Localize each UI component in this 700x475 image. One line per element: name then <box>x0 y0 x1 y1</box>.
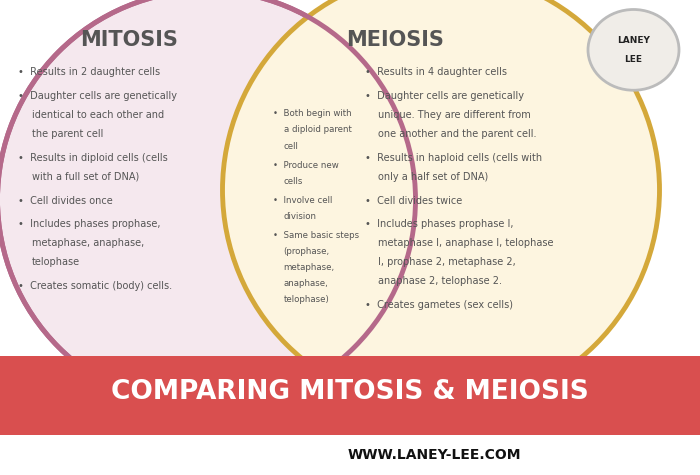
Text: •  Includes phases prophase,: • Includes phases prophase, <box>18 219 160 229</box>
Text: •  Same basic steps: • Same basic steps <box>273 231 359 240</box>
Text: MEIOSIS: MEIOSIS <box>346 30 444 50</box>
Ellipse shape <box>588 10 679 90</box>
Text: •  Cell divides twice: • Cell divides twice <box>365 196 463 206</box>
Text: COMPARING MITOSIS & MEIOSIS: COMPARING MITOSIS & MEIOSIS <box>111 379 589 405</box>
Text: •  Daughter cells are genetically: • Daughter cells are genetically <box>18 91 176 101</box>
Text: •  Produce new: • Produce new <box>273 161 339 170</box>
Text: anaphase,: anaphase, <box>284 279 328 288</box>
Text: with a full set of DNA): with a full set of DNA) <box>32 172 139 182</box>
Text: only a half set of DNA): only a half set of DNA) <box>378 172 489 182</box>
Text: •  Results in 4 daughter cells: • Results in 4 daughter cells <box>365 67 508 77</box>
Text: •  Results in 2 daughter cells: • Results in 2 daughter cells <box>18 67 160 77</box>
Text: cell: cell <box>284 142 298 151</box>
Text: WWW.LANEY-LEE.COM: WWW.LANEY-LEE.COM <box>347 448 521 462</box>
Text: metaphase, anaphase,: metaphase, anaphase, <box>32 238 144 248</box>
Text: cells: cells <box>284 177 303 186</box>
Text: I, prophase 2, metaphase 2,: I, prophase 2, metaphase 2, <box>378 257 516 267</box>
Text: •  Results in diploid cells (cells: • Results in diploid cells (cells <box>18 153 167 163</box>
Text: •  Both begin with: • Both begin with <box>273 109 351 118</box>
Text: identical to each other and: identical to each other and <box>32 110 164 120</box>
Text: metaphase,: metaphase, <box>284 263 335 272</box>
Text: unique. They are different from: unique. They are different from <box>378 110 531 120</box>
Text: •  Creates gametes (sex cells): • Creates gametes (sex cells) <box>365 300 513 310</box>
Ellipse shape <box>0 0 416 408</box>
Text: anaphase 2, telophase 2.: anaphase 2, telophase 2. <box>378 276 502 286</box>
Text: the parent cell: the parent cell <box>32 129 103 139</box>
Text: •  Cell divides once: • Cell divides once <box>18 196 112 206</box>
Text: telophase: telophase <box>32 257 80 267</box>
Ellipse shape <box>223 0 659 408</box>
Text: telophase): telophase) <box>284 295 329 304</box>
Text: one another and the parent cell.: one another and the parent cell. <box>378 129 536 139</box>
Text: MITOSIS: MITOSIS <box>80 30 178 50</box>
Text: •  Involve cell: • Involve cell <box>273 196 332 205</box>
Text: •  Includes phases prophase I,: • Includes phases prophase I, <box>365 219 514 229</box>
FancyBboxPatch shape <box>0 435 700 475</box>
FancyBboxPatch shape <box>0 356 700 435</box>
Text: a diploid parent: a diploid parent <box>284 125 351 134</box>
Text: metaphase I, anaphase I, telophase: metaphase I, anaphase I, telophase <box>378 238 554 248</box>
Text: LEE: LEE <box>624 55 643 64</box>
Text: •  Daughter cells are genetically: • Daughter cells are genetically <box>365 91 524 101</box>
Text: division: division <box>284 212 316 221</box>
Text: •  Creates somatic (body) cells.: • Creates somatic (body) cells. <box>18 281 172 291</box>
Text: •  Results in haploid cells (cells with: • Results in haploid cells (cells with <box>365 153 542 163</box>
Text: LANEY: LANEY <box>617 36 650 45</box>
Text: (prophase,: (prophase, <box>284 247 330 256</box>
